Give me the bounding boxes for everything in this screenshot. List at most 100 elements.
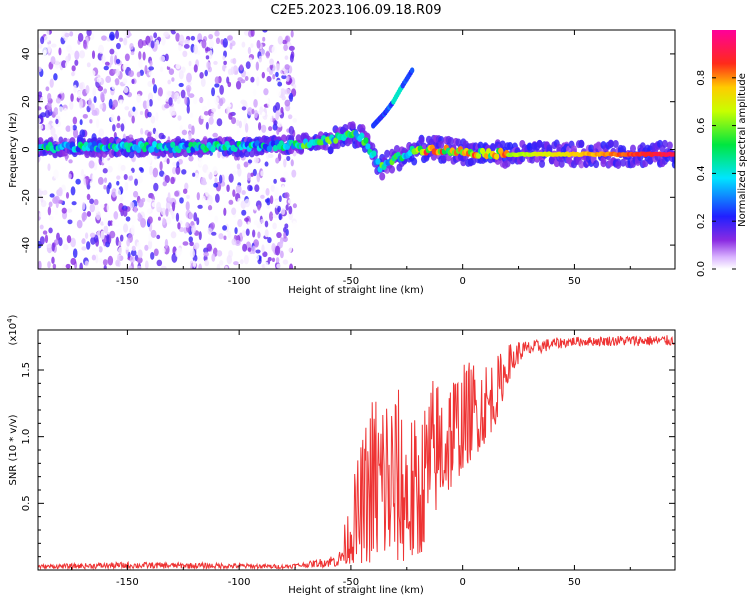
spectrogram-noise-cell bbox=[285, 204, 289, 211]
spectrogram-noise-cell bbox=[138, 51, 142, 60]
spectrogram-noise-cell bbox=[128, 175, 134, 181]
spectrogram-noise-cell bbox=[95, 246, 100, 252]
spectrogram-noise-cell bbox=[234, 239, 241, 246]
spectrogram-noise-cell bbox=[86, 193, 91, 201]
spectrogram-noise-cell bbox=[131, 224, 135, 235]
spectrogram-noise-cell bbox=[109, 55, 114, 66]
spectrogram-xtick-label: 0 bbox=[459, 276, 465, 287]
spectrogram-noise-cell bbox=[110, 113, 115, 122]
spectrogram-noise-cell bbox=[290, 30, 294, 38]
spectrogram-noise-cell bbox=[288, 92, 294, 103]
spectrogram-ridge-cell bbox=[363, 137, 369, 144]
spectrogram-noise-cell bbox=[202, 198, 206, 208]
spectrogram-noise-cell bbox=[237, 197, 241, 205]
spectrogram-noise-cell bbox=[72, 116, 78, 125]
spectrogram-noise-cell bbox=[277, 35, 283, 45]
spectrogram-noise-cell bbox=[261, 124, 267, 133]
spectrogram-noise-cell bbox=[78, 82, 84, 90]
spectrogram-noise-cell bbox=[38, 43, 43, 49]
spectrogram-noise-cell bbox=[166, 216, 172, 225]
spectrogram-noise-cell bbox=[181, 169, 187, 175]
spectrogram-noise-cell bbox=[247, 107, 253, 116]
spectrogram-noise-cell bbox=[208, 33, 214, 40]
spectrogram-noise-cell bbox=[107, 255, 114, 266]
spectrogram-noise-cell bbox=[39, 185, 46, 191]
spectrogram-noise-cell bbox=[49, 78, 54, 88]
snr-xtick-label: 50 bbox=[568, 577, 581, 588]
spectrogram-noise-cell bbox=[144, 64, 148, 75]
spectrogram-noise-cell bbox=[65, 263, 71, 269]
spectrogram-noise-cell bbox=[130, 249, 137, 257]
spectrogram-noise-cell bbox=[183, 43, 190, 49]
spectrogram-noise-cell bbox=[290, 159, 294, 167]
spectrogram-noise-cell bbox=[164, 174, 170, 184]
spectrogram-noise-cell bbox=[247, 159, 253, 164]
spectrogram-noise-cell bbox=[133, 37, 139, 44]
spectrogram-noise-cell bbox=[242, 243, 248, 252]
spectrogram-noise-cell bbox=[281, 74, 287, 80]
spectrogram-noise-cell bbox=[111, 80, 116, 90]
spectrogram-noise-cell bbox=[243, 254, 249, 265]
spectrogram-noise-cell bbox=[142, 51, 146, 61]
spectrogram-noise-cell bbox=[61, 166, 66, 172]
spectrogram-noise-cell bbox=[114, 78, 120, 86]
spectrogram-noise-cell bbox=[53, 169, 59, 180]
spectrogram-noise-cell bbox=[89, 119, 93, 124]
spectrogram-halo-cell bbox=[671, 160, 675, 169]
spectrogram-marks bbox=[38, 30, 675, 269]
spectrogram-ridge-cell bbox=[371, 150, 377, 157]
spectrogram-noise-cell bbox=[193, 44, 198, 55]
spectrogram-noise-cell bbox=[88, 90, 93, 100]
spectrogram-noise-cell bbox=[161, 134, 166, 140]
spectrogram-noise-cell bbox=[75, 178, 81, 185]
spectrogram-noise-cell bbox=[118, 202, 124, 213]
spectrogram-noise-cell bbox=[116, 122, 121, 129]
spectrogram-noise-cell bbox=[238, 30, 243, 36]
spectrogram-noise-cell bbox=[159, 66, 164, 73]
spectrogram-noise-cell bbox=[128, 70, 135, 78]
spectrogram-noise-cell bbox=[144, 244, 149, 251]
spectrogram-noise-cell bbox=[69, 31, 74, 37]
spectrogram-noise-cell bbox=[53, 73, 58, 81]
spectrogram-noise-cell bbox=[207, 210, 214, 218]
spectrogram-noise-cell bbox=[116, 175, 121, 180]
spectrogram-noise-cell bbox=[231, 124, 237, 129]
spectrogram-noise-cell bbox=[281, 95, 286, 101]
spectrogram-noise-cell bbox=[129, 43, 134, 50]
spectrogram-noise-cell bbox=[214, 83, 220, 88]
spectrogram-noise-cell bbox=[273, 178, 277, 184]
spectrogram-noise-cell bbox=[208, 116, 214, 125]
spectrogram-noise-cell bbox=[240, 99, 247, 105]
spectrogram-noise-cell bbox=[264, 243, 271, 254]
spectrogram-noise-cell bbox=[226, 184, 230, 193]
snr-xtick-label: -150 bbox=[116, 577, 139, 588]
spectrogram-noise-cell bbox=[193, 172, 200, 181]
spectrogram-noise-cell bbox=[172, 166, 177, 175]
spectrogram-noise-cell bbox=[184, 96, 188, 105]
spectrogram-noise-cell bbox=[41, 189, 48, 196]
spectrogram-noise-cell bbox=[147, 92, 154, 102]
spectrogram-noise-cell bbox=[232, 57, 237, 65]
spectrogram-noise-cell bbox=[146, 99, 150, 109]
spectrogram-noise-cell bbox=[253, 156, 259, 164]
spectrogram-noise-cell bbox=[279, 88, 286, 97]
spectrogram-noise-cell bbox=[90, 236, 96, 245]
spectrogram-noise-cell bbox=[280, 106, 284, 114]
spectrogram-noise-cell bbox=[64, 223, 69, 228]
spectrogram-noise-cell bbox=[192, 260, 197, 268]
spectrogram-noise-cell bbox=[253, 99, 258, 108]
spectrogram-noise-cell bbox=[191, 125, 195, 135]
spectrogram-noise-cell bbox=[246, 172, 251, 181]
spectrogram-noise-cell bbox=[117, 253, 121, 263]
spectrogram-noise-cell bbox=[159, 55, 166, 62]
spectrogram-noise-cell bbox=[268, 69, 274, 75]
spectrogram-noise-cell bbox=[260, 170, 264, 177]
spectrogram-noise-cell bbox=[122, 64, 127, 71]
spectrogram-noise-cell bbox=[108, 182, 112, 190]
spectrogram-noise-cell bbox=[148, 66, 155, 71]
spectrogram-noise-cell bbox=[122, 30, 128, 38]
spectrogram-noise-cell bbox=[73, 84, 77, 94]
spectrogram-noise-cell bbox=[48, 201, 53, 208]
spectrogram-noise-cell bbox=[150, 115, 156, 124]
spectrogram-noise-cell bbox=[52, 263, 57, 269]
